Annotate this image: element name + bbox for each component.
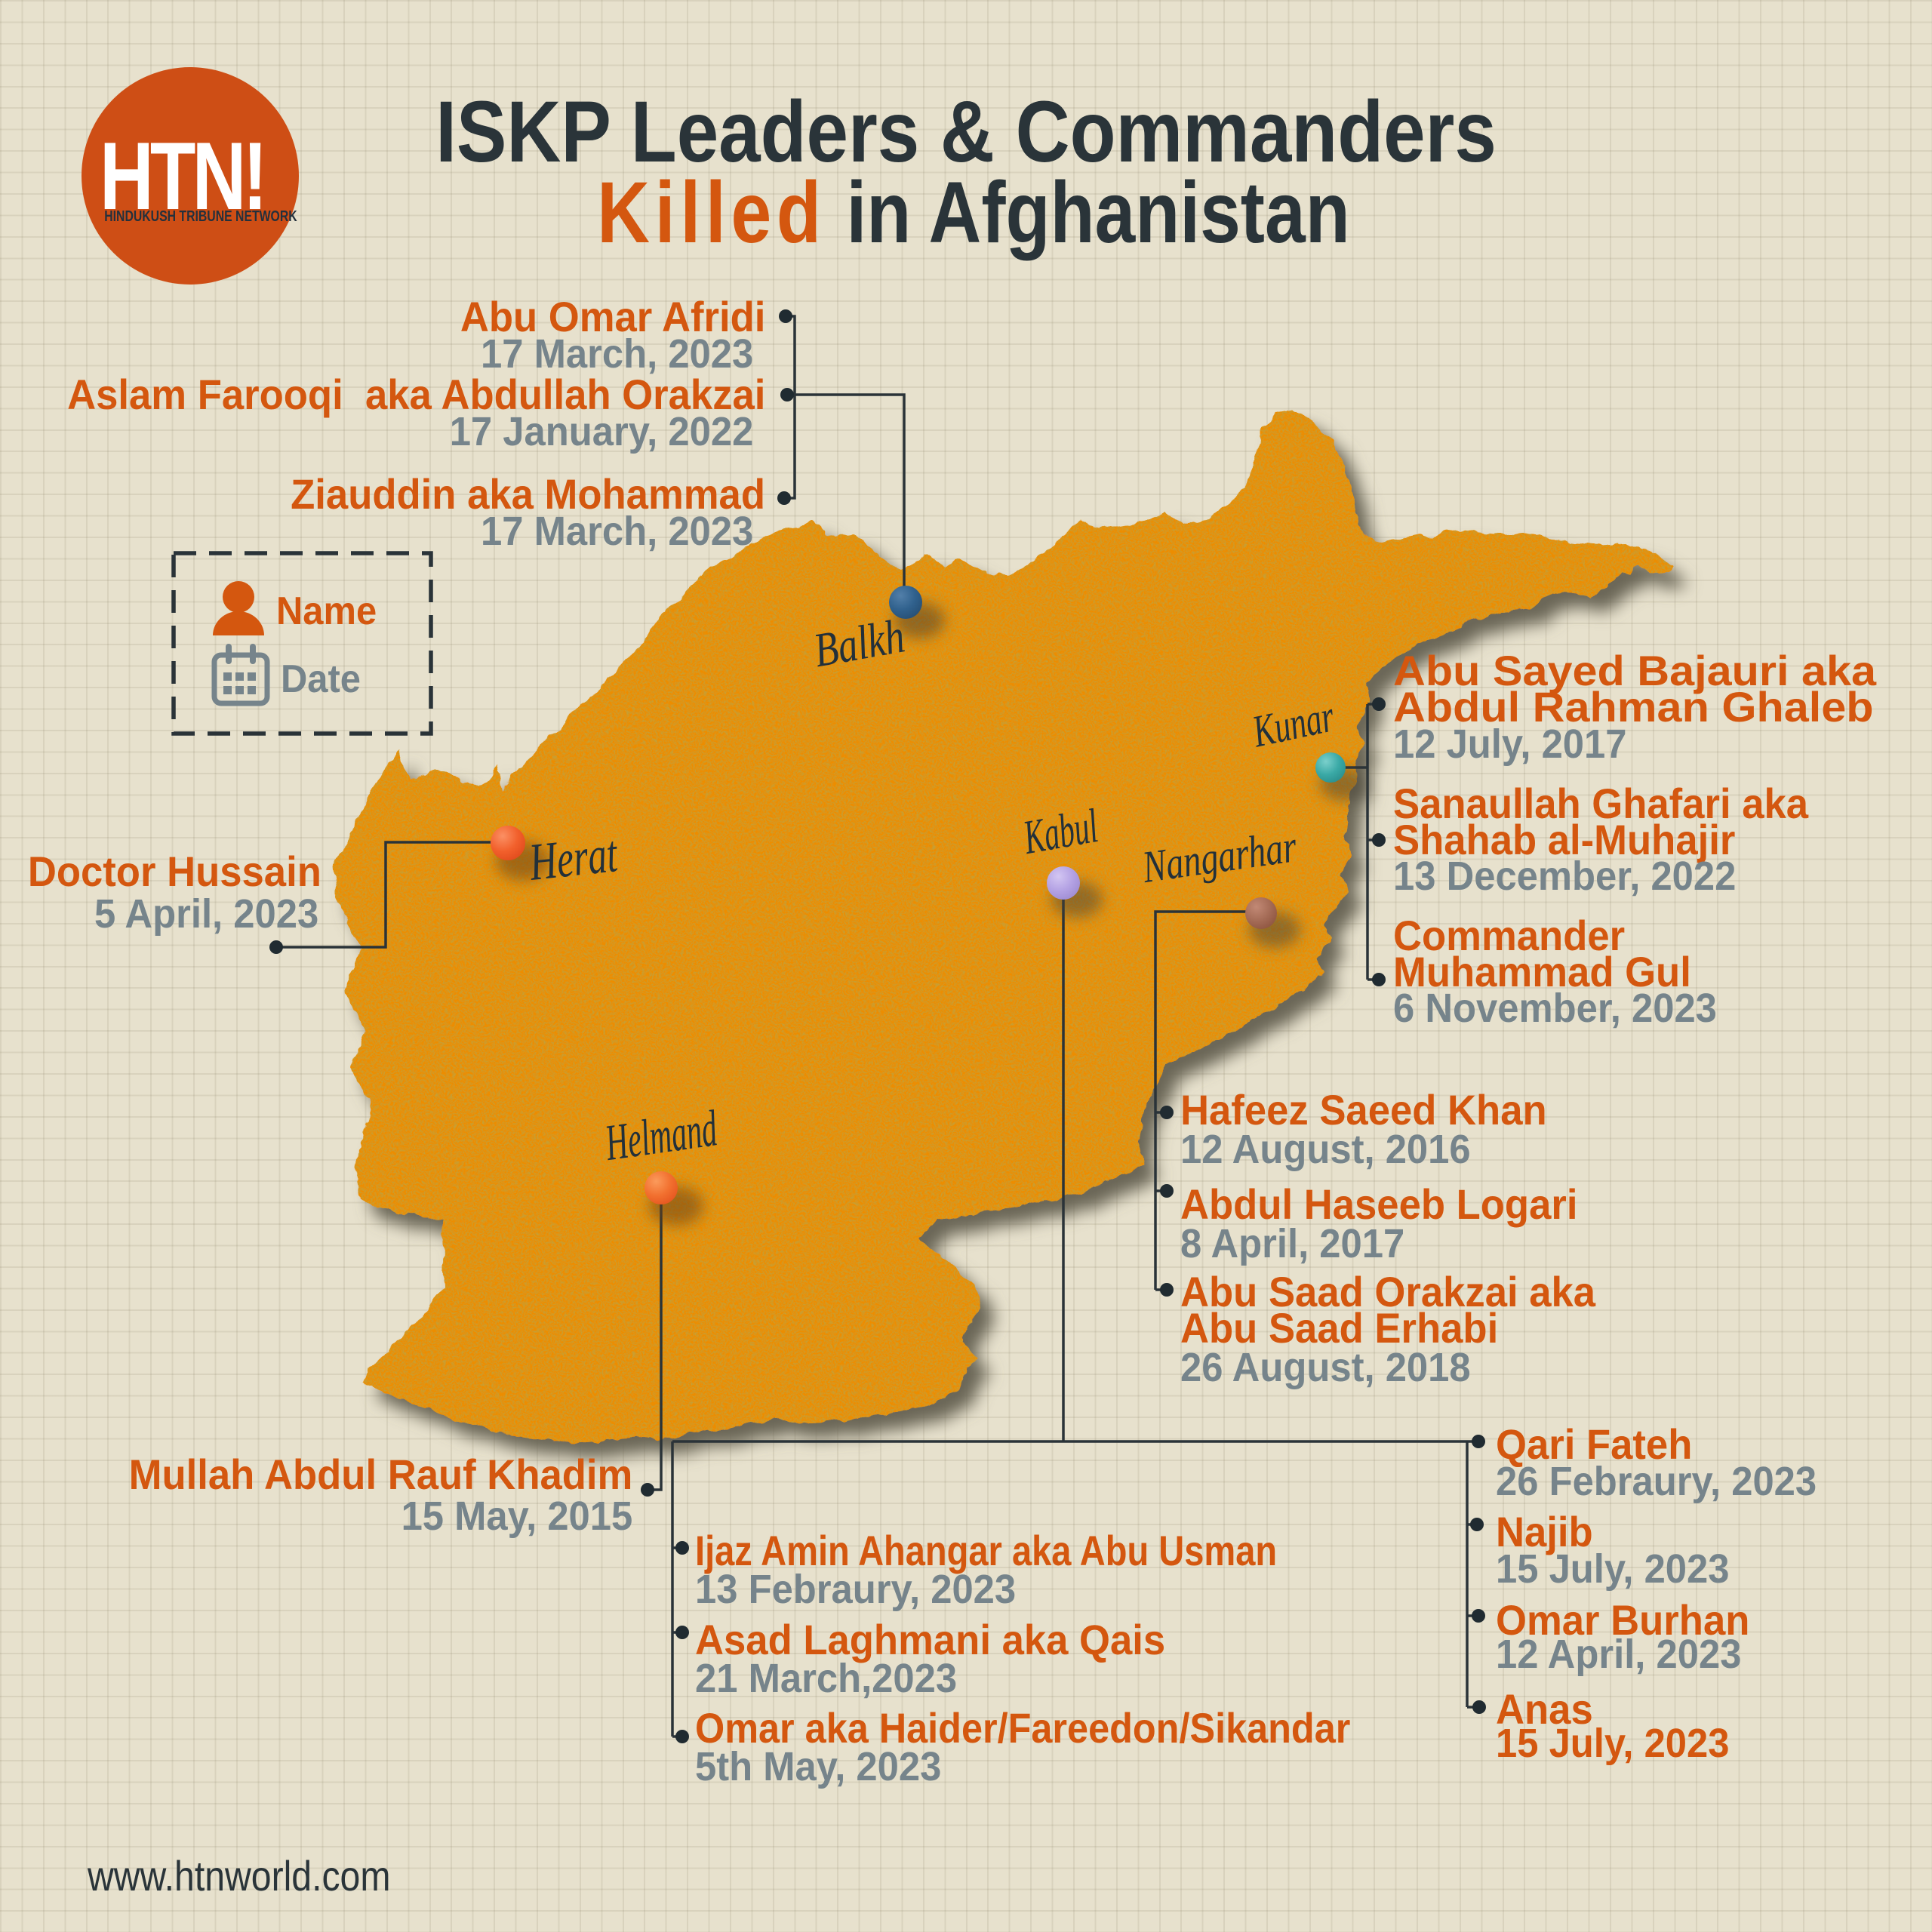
svg-text:Herat: Herat <box>526 825 620 892</box>
svg-text:Kabul: Kabul <box>1019 798 1101 864</box>
